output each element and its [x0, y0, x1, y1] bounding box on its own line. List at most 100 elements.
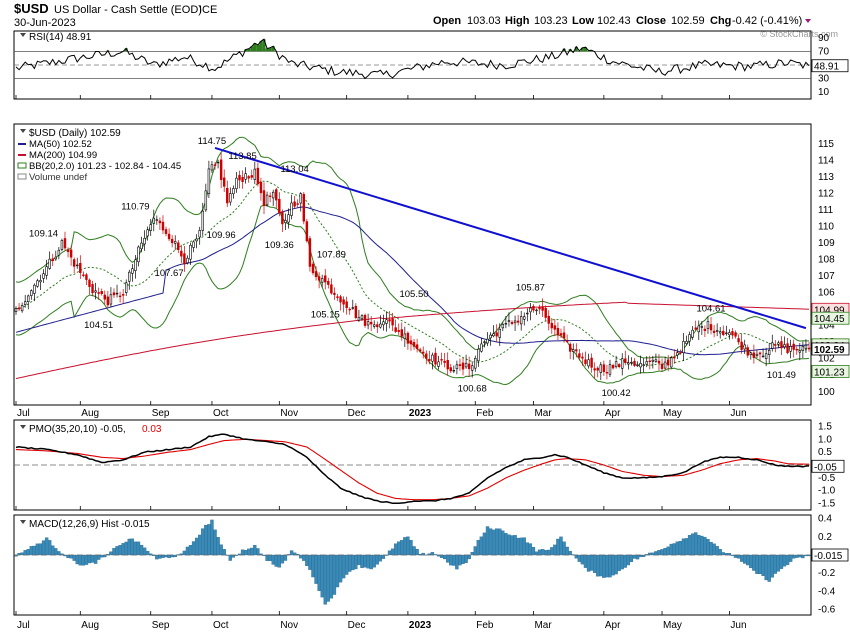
candle-body: [550, 322, 554, 329]
candle: [526, 308, 529, 322]
macd-hist-bar: [341, 554, 346, 579]
price-annotation: 109.36: [265, 240, 294, 251]
candle-body: [758, 352, 762, 355]
candle: [164, 226, 168, 237]
macd-hist-bar: [213, 529, 217, 556]
macd-hist-bar: [253, 544, 257, 556]
candle-body: [777, 342, 780, 345]
macd-hist-bar: [491, 529, 496, 556]
macd-hist-bar: [632, 554, 637, 559]
candle: [798, 343, 802, 361]
x-month-label: Feb: [476, 620, 494, 631]
candle-body: [39, 280, 42, 283]
candle-body: [682, 341, 685, 353]
rsi-overbought-fill: [106, 39, 594, 52]
candle-body: [670, 357, 673, 368]
header-close-label: Close: [636, 15, 666, 27]
candle: [351, 299, 355, 310]
candle: [91, 280, 94, 297]
macd-hist-bar: [41, 540, 46, 556]
price-tick-label: 106: [818, 288, 835, 299]
candle-body: [774, 344, 777, 346]
macd-hist-bar: [519, 537, 523, 556]
candle-body: [400, 329, 403, 337]
candle-body: [697, 325, 700, 333]
candle: [51, 253, 54, 266]
candle-body: [403, 333, 407, 339]
candle: [320, 274, 324, 288]
candle-body: [76, 264, 79, 267]
pmo-line: [15, 433, 810, 505]
candle-body: [382, 321, 385, 326]
macd-hist-bar: [544, 550, 548, 556]
candle-body: [486, 338, 489, 344]
macd-hist-bar: [366, 554, 370, 569]
candle-body: [317, 276, 321, 281]
x-axis-labels: Jul Jul Aug Aug Sep Sep Oct Oct Nov Nov Dec Dec 2023…: [15, 95, 747, 631]
macd-hist-bar: [299, 554, 303, 559]
candle: [422, 346, 425, 359]
macd-hist-bar: [20, 552, 24, 556]
macd-hist-bar: [277, 554, 281, 568]
macd-hist-bar: [482, 532, 487, 556]
macd-hist-bar: [596, 554, 600, 577]
candle: [244, 167, 247, 184]
candle-body: [128, 271, 131, 282]
macd-hist-bar: [666, 546, 670, 556]
candle: [458, 358, 462, 371]
macd-hist-bar: [363, 554, 367, 568]
pmo-value-box: -0.05: [811, 459, 845, 473]
candle: [544, 305, 547, 322]
candle: [535, 308, 538, 316]
macd-hist-bar: [473, 546, 477, 556]
macd-hist-bar: [537, 549, 542, 556]
macd-hist-bar: [617, 554, 621, 571]
candle-body: [85, 274, 88, 280]
candle: [201, 202, 204, 236]
candle: [605, 364, 609, 380]
candle: [654, 353, 658, 363]
candle: [103, 290, 107, 305]
candle: [360, 314, 364, 321]
candle-body: [33, 284, 36, 294]
candle-body: [685, 340, 688, 344]
x-month-label: Oct: [213, 408, 229, 419]
candle-body: [216, 161, 220, 164]
macd-hist-bar: [589, 554, 594, 571]
candle-body: [48, 258, 51, 269]
macd-hist-bar: [231, 554, 236, 558]
candle: [238, 170, 241, 189]
candle: [553, 319, 557, 337]
candle: [229, 187, 232, 206]
price-annotation: 100.68: [458, 384, 487, 395]
candle-body: [363, 314, 367, 326]
macd-hist-bar: [501, 530, 505, 556]
price-annotation: 101.49: [767, 370, 796, 381]
candle: [69, 246, 73, 266]
price-value-label: 104.99: [814, 305, 845, 316]
macd-hist-bar: [721, 552, 725, 556]
macd-hist-bar: [770, 554, 774, 578]
macd-hist-bar: [755, 554, 759, 574]
candle-body: [495, 332, 498, 337]
candle: [192, 240, 195, 253]
candle: [152, 209, 155, 232]
candle: [440, 352, 443, 365]
macd-hist-bar: [198, 534, 202, 556]
candle: [470, 361, 474, 378]
candle-body: [642, 364, 645, 366]
candle: [287, 208, 290, 229]
candle-body: [458, 364, 462, 366]
macd-hist-bar: [351, 554, 355, 571]
pmo-legend-text: PMO(35,20,10) -0.05,: [29, 424, 126, 435]
macd-hist-bar: [504, 533, 508, 556]
candle-body: [691, 329, 694, 338]
candle: [685, 335, 688, 346]
macd-hist-bar: [369, 554, 373, 570]
candle-body: [780, 341, 783, 349]
candle-body: [449, 367, 452, 372]
price-annotation: 113.04: [280, 164, 308, 175]
macd-hist-bar: [559, 536, 563, 556]
rsi-value-box: 48.91: [811, 59, 849, 73]
candle-body: [660, 363, 664, 369]
